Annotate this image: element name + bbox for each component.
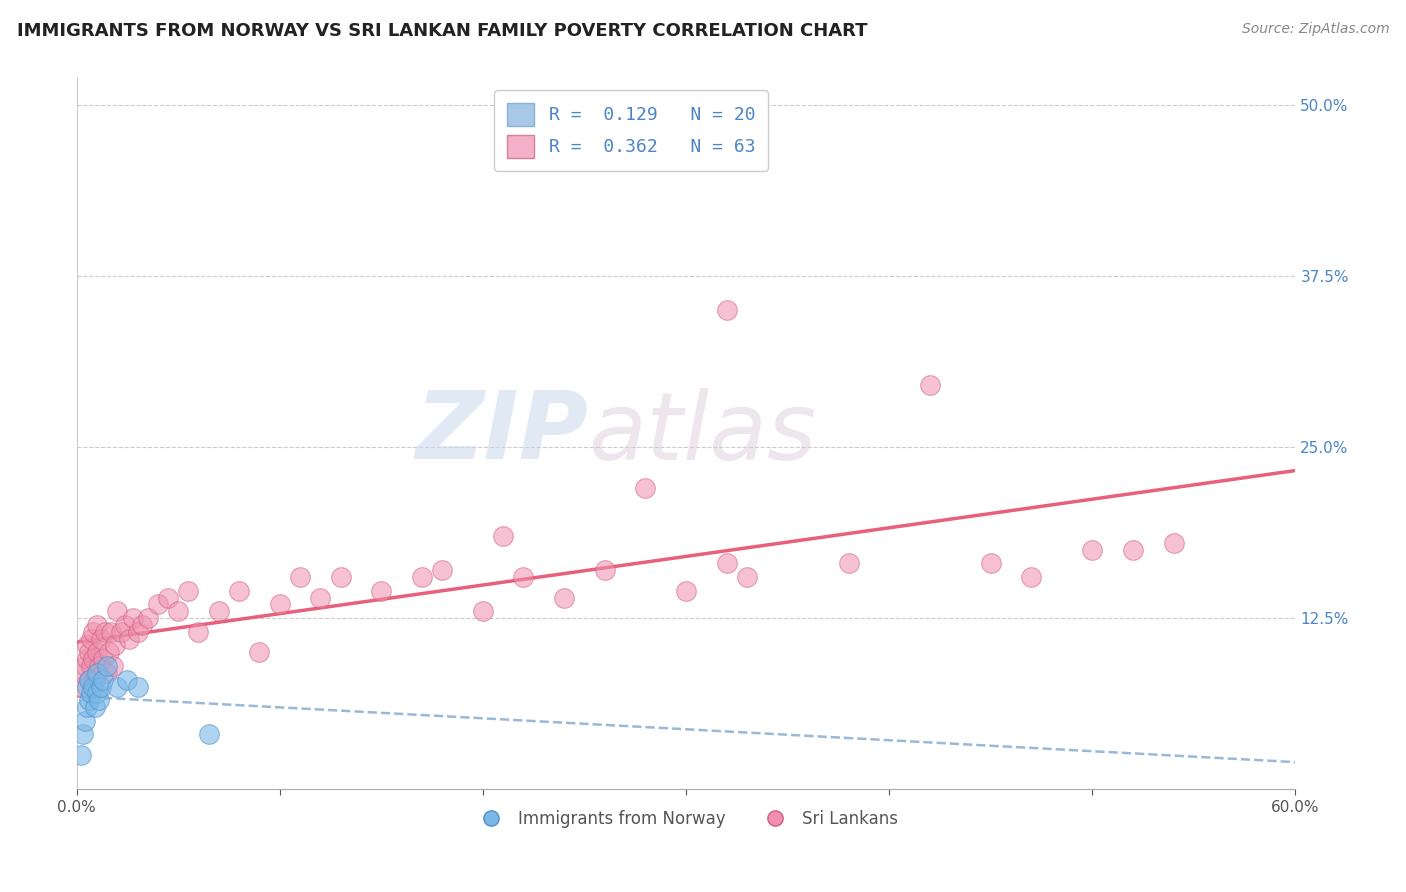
Point: [177, 583, 200, 598]
Point: [80, 632, 103, 646]
Point: [87, 659, 110, 673]
Point: [101, 659, 124, 673]
Point: [91, 652, 114, 666]
Point: [634, 481, 657, 495]
Text: ZIP: ZIP: [416, 387, 589, 479]
Point: [72, 727, 94, 741]
Text: Source: ZipAtlas.com: Source: ZipAtlas.com: [1241, 22, 1389, 37]
Point: [208, 604, 231, 618]
Point: [90, 632, 112, 646]
Point: [288, 570, 311, 584]
Point: [118, 632, 141, 646]
Point: [675, 583, 697, 598]
Point: [94, 624, 117, 639]
Point: [90, 680, 112, 694]
Point: [87, 693, 110, 707]
Point: [370, 583, 392, 598]
Point: [411, 570, 433, 584]
Point: [492, 529, 515, 543]
Point: [1081, 542, 1104, 557]
Point: [86, 686, 108, 700]
Point: [83, 700, 105, 714]
Point: [593, 563, 616, 577]
Point: [105, 604, 128, 618]
Point: [82, 624, 104, 639]
Point: [309, 591, 332, 605]
Point: [136, 611, 159, 625]
Point: [110, 624, 132, 639]
Point: [269, 598, 291, 612]
Point: [117, 673, 139, 687]
Point: [432, 563, 454, 577]
Point: [156, 591, 179, 605]
Point: [105, 680, 128, 694]
Point: [131, 618, 153, 632]
Point: [512, 570, 534, 584]
Point: [73, 714, 96, 728]
Point: [76, 680, 98, 694]
Point: [980, 557, 1002, 571]
Point: [114, 618, 136, 632]
Point: [98, 645, 121, 659]
Point: [82, 652, 104, 666]
Point: [76, 639, 98, 653]
Point: [716, 557, 738, 571]
Point: [77, 673, 100, 687]
Point: [838, 557, 860, 571]
Point: [167, 604, 190, 618]
Point: [73, 659, 96, 673]
Point: [86, 645, 108, 659]
Point: [83, 673, 105, 687]
Point: [146, 598, 169, 612]
Point: [77, 645, 100, 659]
Point: [76, 700, 98, 714]
Legend: Immigrants from Norway, Sri Lankans: Immigrants from Norway, Sri Lankans: [468, 803, 904, 834]
Point: [91, 673, 114, 687]
Point: [1122, 542, 1144, 557]
Point: [69, 747, 91, 762]
Point: [1021, 570, 1043, 584]
Point: [127, 680, 149, 694]
Point: [104, 639, 127, 653]
Point: [69, 680, 91, 694]
Point: [1163, 536, 1185, 550]
Point: [72, 665, 94, 680]
Text: atlas: atlas: [589, 388, 817, 479]
Point: [127, 624, 149, 639]
Point: [735, 570, 758, 584]
Point: [77, 693, 100, 707]
Point: [80, 659, 103, 673]
Point: [247, 645, 270, 659]
Text: IMMIGRANTS FROM NORWAY VS SRI LANKAN FAMILY POVERTY CORRELATION CHART: IMMIGRANTS FROM NORWAY VS SRI LANKAN FAM…: [17, 22, 868, 40]
Point: [86, 665, 108, 680]
Point: [716, 303, 738, 318]
Point: [96, 665, 118, 680]
Point: [76, 652, 98, 666]
Point: [86, 618, 108, 632]
Point: [329, 570, 352, 584]
Point: [197, 727, 219, 741]
Point: [100, 624, 122, 639]
Point: [187, 624, 209, 639]
Point: [122, 611, 145, 625]
Point: [80, 686, 103, 700]
Point: [96, 659, 118, 673]
Point: [918, 378, 941, 392]
Point: [77, 673, 100, 687]
Point: [82, 680, 104, 694]
Point: [471, 604, 494, 618]
Point: [228, 583, 250, 598]
Point: [553, 591, 575, 605]
